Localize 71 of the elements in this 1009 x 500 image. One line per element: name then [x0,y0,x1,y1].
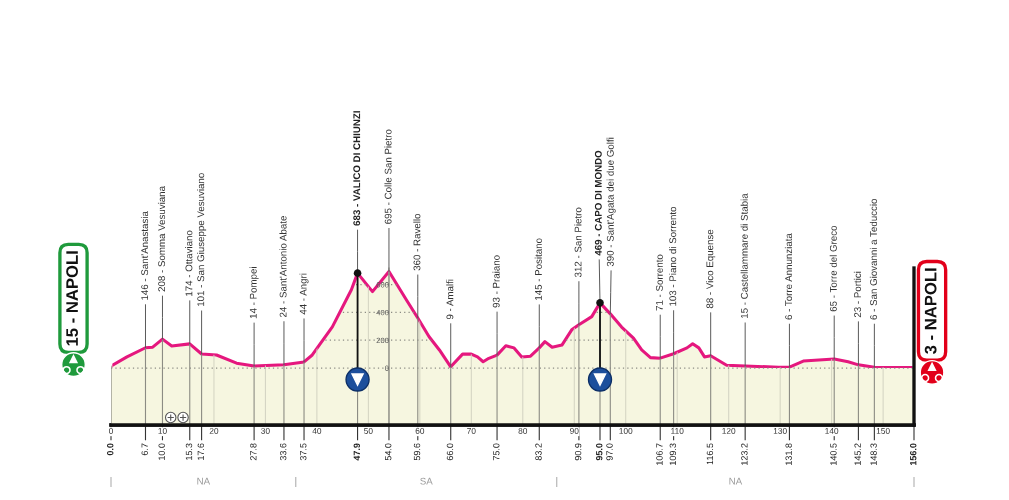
x2-tick-label: 148.3 [870,443,877,465]
annotation: 15 - Castellammare di Stabia [740,193,748,318]
annotation: 88 - Vico Equense [706,229,716,309]
x-tick-label: 80 [518,428,528,434]
annotation: 14 - Pompei [249,267,259,319]
annotation: 145 - Positano [534,238,542,300]
x2-tick-label: 33.6 [279,443,287,461]
x2-tick-label: 83.2 [535,443,542,461]
x-tick-label: 140 [825,428,839,434]
x2-tick-label: 59.6 [413,443,421,461]
text: NA [729,477,743,485]
x2-tick-label: 47.9 [353,443,360,461]
annotation: 93 - Praiano [492,255,500,308]
x-tick-label: 120 [722,428,736,434]
x-tick-label: 110 [671,428,684,434]
x-tick-label: 10 [158,428,167,434]
annotation: 44 - Angri [299,273,309,315]
x2-tick-label: 145.2 [854,443,861,465]
x2-tick-label: 0.0 [107,443,114,456]
x-tick-label: 20 [209,428,219,434]
x2-tick-label: 66.0 [446,443,454,461]
x-tick-label: 90 [570,428,579,434]
x2-tick-label: 27.8 [250,443,257,461]
annotation: 6 - San Giovanni a Teduccio [869,198,877,320]
text: 15 - NAPOLI [66,251,78,346]
x2-tick-label: 109.3 [669,443,677,465]
x-tick-label: 40 [312,428,322,434]
annotation: 208 - Somma Vesuviana [157,185,166,292]
x2-tick-label: 90.9 [574,443,582,461]
x2-tick-label: 37.5 [300,443,307,461]
annotation: 65 - Torre del Greco [829,225,837,312]
annotation: 312 - San Pietro [574,207,582,278]
x2-tick-label: 131.8 [785,443,792,465]
x2-tick-label: 17.6 [197,443,205,460]
annotation: 9 - Amalfi [446,279,454,320]
x2-tick-label: 15.3 [185,443,193,460]
text: NA [197,477,211,485]
x2-tick-label: 116.5 [706,443,714,465]
x-tick-label: 70 [467,428,476,434]
x2-tick-label: 75.0 [493,443,500,461]
x2-tick-label: 123.2 [741,443,748,465]
x-tick-label: 100 [619,428,633,434]
x2-tick-label: 156.0 [910,443,917,466]
annotation: 6 - Torre Annunziata [784,233,793,320]
annotation: 71 - Sorrento [655,254,663,311]
annotation: 390 - Sant'Agata dei due Golfi [606,137,616,267]
text: 3 - NAPOLI [924,268,937,354]
annotation: 469 - CAPO DI MONDO [594,150,602,256]
x2-tick-label: 140.5 [830,443,837,465]
x2-tick-label: 106.7 [656,443,663,465]
text: SA [420,477,433,485]
x2-tick-label: 97.0 [606,443,613,461]
x-tick-label: 50 [364,428,373,434]
annotation: 103 - Piano di Sorrento [669,206,677,306]
annotation: 360 - Ravello [413,213,421,271]
x-tick-label: 0 [109,428,113,434]
x2-tick-label: 54.0 [384,443,392,461]
x-tick-label: 150 [876,428,890,434]
x-tick-label: 30 [261,428,270,434]
x-tick-label: 60 [415,428,425,434]
annotation: 24 - Sant'Antonio Abate [279,216,287,317]
x-tick-label: 130 [773,428,787,434]
x2-tick-label: 10.0 [158,443,165,460]
annotation: 174 - Ottaviano [185,230,193,296]
annotation: 101 - San Giuseppe Vesuviano [197,173,207,307]
annotation: 695 - Colle San Pietro [384,129,392,224]
x2-tick-label: 95.0 [596,443,603,461]
x2-tick-label: 6.7 [141,443,148,456]
annotation: 146 - Sant'Anastasia [140,211,149,300]
annotation: 23 - Portici [853,271,862,318]
annotation: 683 - VALICO DI CHIUNZI [353,111,361,226]
